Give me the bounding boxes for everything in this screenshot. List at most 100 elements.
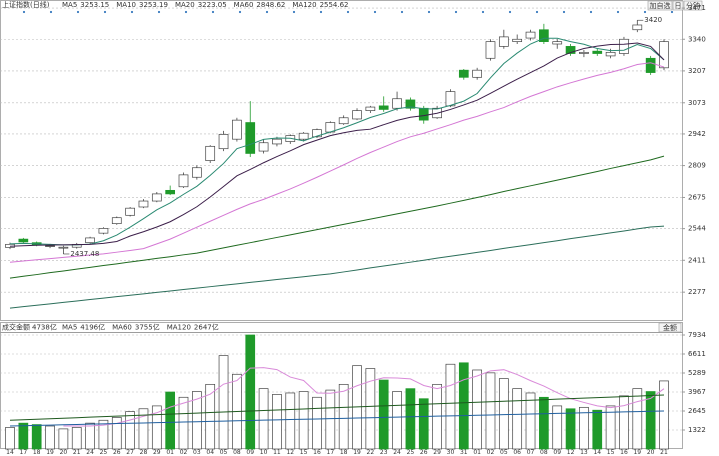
y-tick-label: 2675: [688, 193, 706, 201]
event-dot: [616, 10, 620, 14]
candle-body: [151, 193, 162, 202]
candle-body: [418, 107, 429, 121]
button[interactable]: [647, 0, 673, 11]
candle-body: [445, 91, 456, 107]
volume-ma-line: [9, 394, 665, 421]
button-label[interactable]: 日: [675, 2, 682, 10]
volume-bar: [338, 383, 349, 450]
volume-bar: [18, 422, 29, 450]
x-tick-label: 14: [593, 449, 601, 456]
candle-body: [205, 145, 216, 161]
button[interactable]: [683, 0, 703, 11]
volume-bar: [525, 392, 536, 450]
event-dot: [643, 10, 647, 14]
button-label[interactable]: 加自选: [650, 1, 671, 10]
x-tick-label: 15: [300, 449, 308, 456]
candle-body: [458, 69, 469, 78]
legend-name: MA60: [234, 1, 254, 9]
event-dot: [400, 10, 404, 14]
legend-name: MA5: [62, 1, 77, 9]
candle-body: [192, 167, 202, 178]
toolbar: 加自选 日 分钟 金额: [647, 0, 703, 333]
x-tick-label: 17: [327, 449, 335, 456]
x-tick-label: 29: [433, 449, 441, 456]
volume-bar: [178, 396, 189, 450]
volume-bar: [151, 405, 162, 450]
legend-name: MA120: [292, 1, 316, 9]
x-tick-label: 26: [420, 449, 428, 456]
x-tick-label: 25: [407, 449, 415, 456]
volume-bar: [592, 409, 603, 450]
candle-body: [645, 57, 656, 73]
button[interactable]: [672, 0, 684, 11]
x-tick-label: 18: [33, 449, 41, 456]
volume-bar: [218, 355, 229, 450]
legend-value: 2647亿: [194, 323, 219, 332]
volume-bar: [5, 427, 15, 450]
volume-bar: [45, 425, 55, 450]
candle-body: [18, 238, 29, 243]
legend-name: MA120: [167, 324, 191, 332]
button-label[interactable]: 金额: [663, 323, 677, 332]
volume-bar: [619, 395, 629, 450]
x-tick-label: 05: [220, 449, 228, 456]
x-tick-label: 12: [286, 449, 294, 456]
candle-body: [378, 105, 389, 110]
ma-line: [9, 155, 665, 279]
volume-bar: [392, 391, 402, 450]
candle-body: [605, 51, 616, 57]
candle-body: [592, 50, 603, 54]
event-dot: [535, 10, 539, 14]
button-label[interactable]: 分钟: [686, 1, 700, 10]
x-tick-label: 20: [647, 449, 655, 456]
x-tick-label: 15: [607, 449, 615, 456]
x-tick-label: 13: [580, 449, 588, 456]
x-tick-label: 04: [206, 449, 214, 456]
x-tick-label: 21: [660, 449, 668, 456]
legend-value: 2848.62: [256, 1, 285, 9]
ma-line: [9, 62, 665, 263]
x-tick-label: 10: [260, 449, 268, 456]
event-dot: [130, 10, 134, 14]
x-tick-label: 18: [340, 449, 348, 456]
candle-body: [232, 119, 242, 140]
volume-bar: [565, 408, 576, 450]
x-tick-label: 02: [180, 449, 188, 456]
legend-name: MA5: [62, 324, 77, 332]
event-dot: [562, 10, 566, 14]
volume-bar: [298, 391, 309, 450]
low-annotation: 2437.48: [70, 250, 99, 258]
chart-title: 上证指数(日线): [2, 0, 50, 9]
volume-ma-line: [9, 410, 665, 427]
event-dot: [157, 10, 161, 14]
candle-body: [138, 200, 149, 208]
volume-bar: [539, 396, 549, 450]
event-dot: [373, 10, 377, 14]
x-tick-label: 24: [393, 449, 401, 456]
x-tick-label: 05: [500, 449, 508, 456]
volume-bar: [272, 394, 282, 450]
candle-body: [392, 98, 402, 109]
x-tick-label: 09: [246, 449, 254, 456]
button[interactable]: [658, 322, 682, 333]
y-tick-label: 2544: [688, 225, 706, 233]
y-tick-label: 3471: [688, 4, 706, 12]
candle-body: [632, 24, 643, 31]
event-dot: [292, 10, 296, 14]
x-tick-label: 26: [113, 449, 121, 456]
x-tick-label: 01: [473, 449, 481, 456]
volume-bar: [85, 422, 95, 450]
x-tick-label: 22: [367, 449, 375, 456]
candle-body: [338, 117, 349, 125]
y-tick-label: 1322: [688, 426, 706, 434]
event-dot: [427, 10, 431, 14]
candle-body: [165, 189, 176, 195]
legend-value: 3253.15: [80, 1, 109, 9]
event-dot: [670, 10, 674, 14]
x-tick-label: 19: [633, 449, 641, 456]
volume-bar: [472, 369, 482, 450]
candle-body: [58, 246, 69, 249]
legend-value: 3223.05: [198, 1, 227, 9]
event-dot: [238, 10, 242, 14]
